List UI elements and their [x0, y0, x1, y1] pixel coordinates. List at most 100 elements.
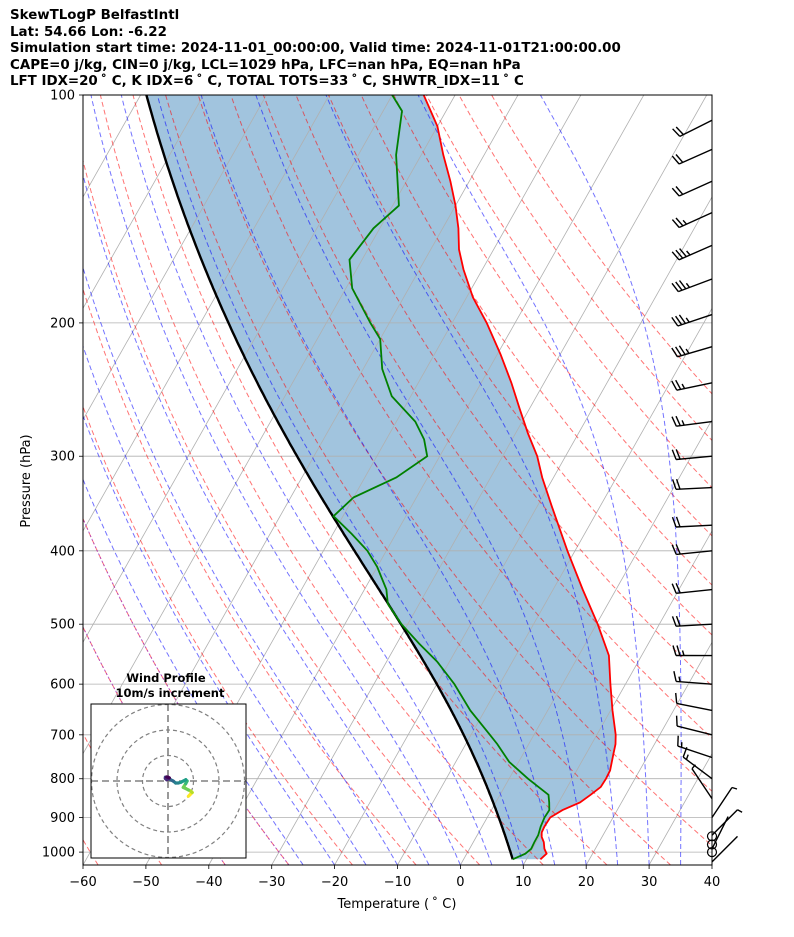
barb-staff: [676, 623, 713, 627]
isotherm-20: [585, 641, 712, 865]
y-tick-label: 900: [50, 811, 75, 826]
barb-staff: [675, 524, 713, 528]
barb-flag: [671, 416, 677, 427]
moist-adiabat: [156, 95, 524, 865]
dewpoint-line: [332, 95, 551, 861]
barb-staff: [676, 725, 713, 736]
barb-staff: [691, 768, 713, 800]
barb-flag: [675, 449, 681, 460]
barb-flag: [675, 217, 684, 227]
barb-half-flag: [731, 786, 738, 790]
y-tick-label: 500: [50, 618, 75, 633]
x-tick-label: −40: [195, 875, 222, 890]
barb-flag: [678, 345, 686, 355]
wind-barb: [671, 583, 713, 594]
wind-barb: [671, 211, 713, 229]
barb-staff: [678, 180, 713, 197]
cin-shading: [146, 95, 616, 860]
barb-flag: [671, 282, 679, 293]
moist-adiabat: [90, 95, 461, 865]
moist-adiabat: [83, 172, 430, 865]
moist-adiabat: [83, 478, 304, 865]
dry-adiabat: [230, 95, 712, 792]
barb-half-flag: [685, 317, 690, 323]
isotherm--130: [0, 95, 78, 865]
barb-staff: [682, 756, 713, 780]
isotherm--140: [0, 95, 15, 865]
barb-staff: [711, 787, 733, 818]
wind-barb: [677, 735, 713, 759]
barb-half-flag: [737, 809, 743, 813]
y-tick-label: 1000: [42, 846, 75, 861]
wind-barb: [671, 449, 713, 461]
y-tick-label: 200: [50, 316, 75, 331]
wind-barb: [671, 313, 713, 327]
barb-flag: [678, 280, 687, 290]
time-line: Simulation start time: 2024-11-01_00:00:…: [10, 41, 621, 57]
barb-staff: [678, 244, 713, 261]
barb-flag: [675, 346, 682, 357]
barb-flag: [673, 671, 677, 682]
isotherm--20: [334, 196, 712, 865]
moist-adiabat: [200, 95, 556, 865]
x-tick-label: 10: [515, 875, 532, 890]
wind-barb: [671, 244, 713, 261]
barb-staff: [676, 588, 713, 594]
x-tick-label: −20: [321, 875, 348, 890]
wind-barbs: [671, 119, 743, 863]
isotherm-0: [460, 418, 712, 865]
hodograph: Wind Profile 10m/s increment: [90, 671, 247, 859]
isotherm--30: [271, 95, 708, 865]
y-tick-label: 400: [50, 544, 75, 559]
dry-adiabat: [197, 95, 712, 847]
isotherm-30: [648, 752, 712, 865]
dry-adiabat: [83, 287, 417, 865]
barb-staff: [678, 148, 713, 165]
dry-adiabat: [360, 95, 712, 586]
y-tick-label: 700: [50, 728, 75, 743]
barb-flag: [675, 249, 684, 259]
dry-adiabat: [425, 95, 712, 489]
barb-flag: [675, 281, 683, 291]
barb-flag: [675, 715, 678, 727]
moist-adiabat: [120, 95, 493, 865]
wind-barb: [671, 180, 713, 197]
barb-flag: [671, 316, 679, 327]
dry-adiabat: [393, 95, 712, 537]
barb-flag: [671, 251, 680, 261]
parcel-profile-line: [145, 95, 514, 860]
barb-staff: [677, 313, 713, 327]
isotherm--10: [397, 307, 712, 865]
wind-barb: [671, 379, 713, 391]
barb-flag: [675, 615, 681, 627]
dry-adiabat: [491, 95, 712, 395]
barb-half-flag: [681, 383, 686, 389]
barb-flag: [675, 154, 684, 163]
wind-barb: [711, 809, 743, 836]
x-tick-label: 30: [641, 875, 658, 890]
dry-adiabat: [262, 95, 712, 739]
barb-half-flag: [678, 676, 681, 682]
barb-flag: [675, 126, 684, 136]
barb-flag: [671, 187, 680, 197]
wind-barb: [671, 615, 713, 627]
temperature-line: [422, 95, 617, 860]
barb-flag: [675, 544, 681, 555]
chart-title: SkewTLogP BelfastIntl: [10, 8, 180, 23]
isotherm--90: [83, 95, 330, 532]
barb-half-flag: [681, 420, 685, 426]
wind-barb: [671, 516, 713, 528]
barb-staff: [677, 346, 713, 358]
wind-barb: [675, 715, 713, 736]
y-axis-title: Pressure (hPa): [19, 434, 34, 527]
y-tick-label: 300: [50, 450, 75, 465]
barb-staff: [676, 420, 713, 427]
barb-flag: [675, 478, 681, 490]
index-line: LFT IDX=20 ˚ C, K IDX=6 ˚ C, TOTAL TOTS=…: [10, 74, 524, 90]
calm-wind-circle: [706, 831, 718, 842]
wind-barb: [691, 764, 713, 800]
barb-staff: [675, 486, 713, 490]
barb-flag: [671, 616, 677, 627]
barb-staff: [711, 835, 738, 863]
dry-adiabat: [83, 158, 481, 865]
